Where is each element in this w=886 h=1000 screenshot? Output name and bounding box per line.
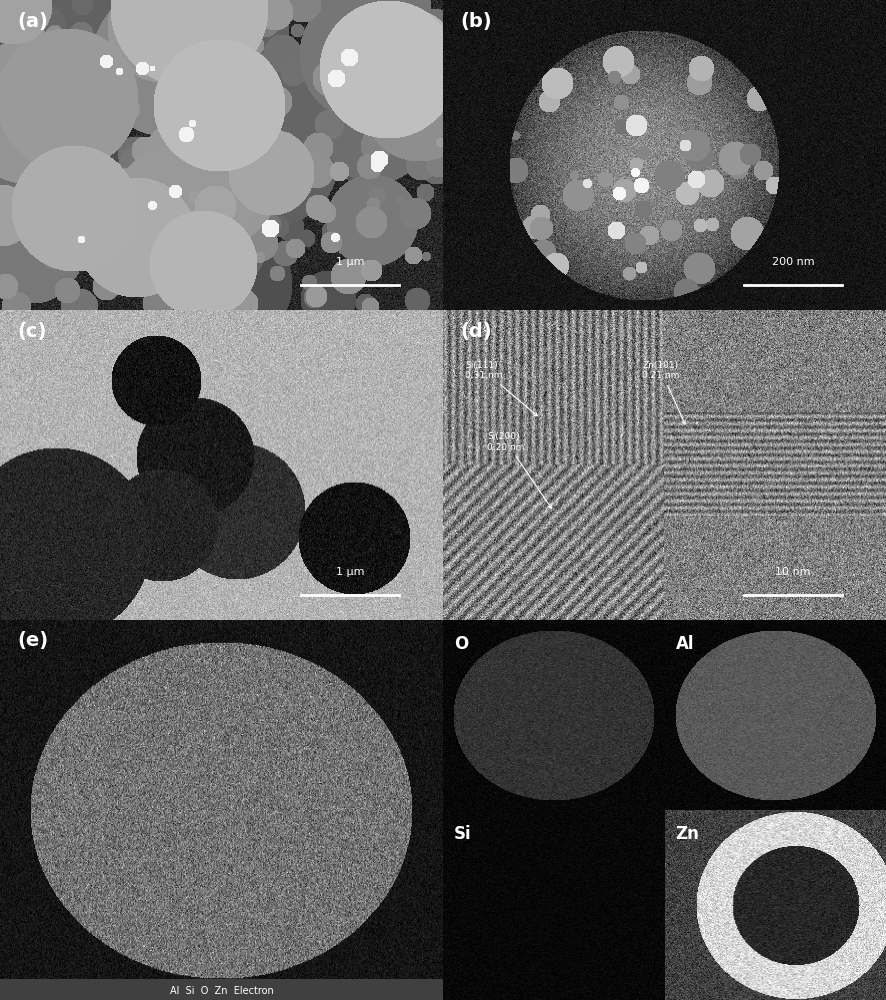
Text: Zn: Zn [675,825,699,843]
Text: (e): (e) [18,631,49,650]
Text: Al  Si  O  Zn  Electron: Al Si O Zn Electron [169,986,274,996]
Text: Al: Al [675,635,694,653]
Text: (d): (d) [461,322,493,341]
Text: 1 μm: 1 μm [336,257,364,267]
Text: 1 μm: 1 μm [336,567,364,577]
Text: (a): (a) [18,12,49,31]
Text: Si: Si [454,825,471,843]
Bar [0,979,443,1000]
Text: Zn(101)
0.21 nm: Zn(101) 0.21 nm [642,361,685,424]
Text: (b): (b) [461,12,493,31]
Text: 10 nm: 10 nm [775,567,811,577]
Text: Si(111)
0.31 nm: Si(111) 0.31 nm [465,361,538,416]
Text: O: O [454,635,469,653]
Text: (c): (c) [18,322,47,341]
Text: Si(200)
0.20 nm: Si(200) 0.20 nm [487,432,551,508]
Text: 200 nm: 200 nm [772,257,814,267]
